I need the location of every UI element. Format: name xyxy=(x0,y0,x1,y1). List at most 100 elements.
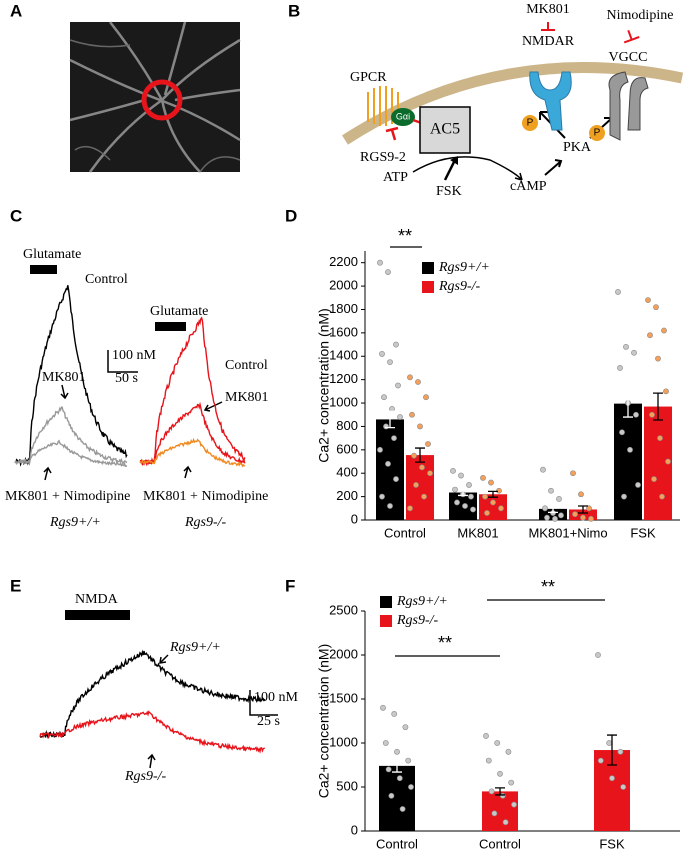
data-point xyxy=(391,435,397,442)
panel-label: B xyxy=(288,1,300,20)
label: Rgs9-/- xyxy=(124,769,167,784)
label: Rgs9+/+ xyxy=(49,515,101,530)
data-point xyxy=(617,748,624,755)
data-point xyxy=(570,470,576,477)
error-bar xyxy=(653,392,663,421)
data-point xyxy=(387,503,393,509)
label: P xyxy=(594,128,601,139)
label: 25 s xyxy=(257,714,280,729)
significance: ** xyxy=(541,577,555,597)
data-point xyxy=(385,460,391,467)
trace xyxy=(39,710,265,754)
y-tick-label: 1200 xyxy=(329,371,358,386)
data-point xyxy=(494,740,501,746)
data-point xyxy=(411,452,417,459)
data-point xyxy=(385,766,392,773)
data-point xyxy=(497,770,503,777)
data-point xyxy=(645,297,651,304)
x-tick-label: MK801+Nimo xyxy=(528,525,607,540)
x-tick-label: FSK xyxy=(630,525,656,540)
data-point xyxy=(542,505,548,512)
data-point xyxy=(627,446,633,453)
data-point xyxy=(402,724,409,731)
data-point xyxy=(606,740,613,746)
label: Control xyxy=(225,358,268,373)
data-point xyxy=(595,652,601,658)
data-point xyxy=(490,499,496,506)
data-point xyxy=(468,493,474,500)
x-tick-label: FSK xyxy=(599,836,625,851)
label: 50 s xyxy=(115,371,138,386)
label: RGS9-2 xyxy=(360,150,406,165)
data-point xyxy=(508,779,515,786)
data-point xyxy=(383,423,389,430)
label: GPCR xyxy=(350,70,387,85)
significance: ** xyxy=(438,633,452,653)
y-tick-label: 600 xyxy=(336,441,358,456)
legend-label: Rgs9+/+ xyxy=(438,260,490,275)
legend-swatch xyxy=(422,281,434,293)
y-tick-label: 800 xyxy=(336,418,358,433)
data-point xyxy=(488,788,495,795)
y-tick-label: 1400 xyxy=(329,348,358,363)
data-point xyxy=(482,493,488,500)
y-tick-label: 1000 xyxy=(329,734,358,749)
data-point xyxy=(488,479,494,486)
data-point xyxy=(655,355,661,362)
y-tick-label: 1000 xyxy=(329,394,358,409)
data-point xyxy=(617,365,623,371)
data-point xyxy=(413,482,419,488)
error-bar xyxy=(495,787,505,796)
error-bar xyxy=(385,410,395,429)
y-axis-label: Ca2+ concentration (nM) xyxy=(316,644,332,798)
data-point xyxy=(427,470,433,477)
data-point xyxy=(484,510,490,516)
data-point xyxy=(466,482,472,488)
data-point xyxy=(572,511,578,518)
data-point xyxy=(393,341,399,348)
trace xyxy=(14,439,128,468)
label: Glutamate xyxy=(23,247,81,262)
y-tick-label: 2200 xyxy=(329,254,358,269)
data-point xyxy=(425,441,431,447)
panel-label: C xyxy=(10,206,22,225)
legend-label: Rgs9-/- xyxy=(438,279,481,294)
x-tick-label: Control xyxy=(376,836,418,851)
data-point xyxy=(379,351,385,357)
data-point xyxy=(415,379,421,385)
error-bar xyxy=(607,734,617,766)
label: VGCC xyxy=(609,50,648,65)
data-point xyxy=(586,505,592,512)
data-point xyxy=(623,344,629,350)
data-point xyxy=(578,491,584,498)
data-point xyxy=(635,482,641,488)
data-point xyxy=(407,505,413,512)
panel-label: F xyxy=(285,576,295,595)
data-point xyxy=(621,493,627,500)
data-point xyxy=(454,499,460,506)
data-point xyxy=(397,414,403,420)
legend-label: Rgs9+/+ xyxy=(396,594,448,609)
data-point xyxy=(657,435,663,442)
data-point xyxy=(491,810,498,817)
label: ATP xyxy=(383,170,408,185)
y-axis-label: Ca2+ concentration (nM) xyxy=(316,308,332,462)
label: NMDA xyxy=(75,592,119,607)
data-point xyxy=(387,359,393,366)
data-point xyxy=(450,467,456,474)
legend-swatch xyxy=(380,615,392,627)
y-tick-label: 2000 xyxy=(329,278,358,293)
data-point xyxy=(588,515,594,522)
data-point xyxy=(485,757,492,764)
micrograph xyxy=(69,21,241,173)
data-point xyxy=(665,458,671,465)
label: P xyxy=(527,118,534,129)
data-point xyxy=(647,332,653,339)
error-bar xyxy=(458,488,468,497)
data-point xyxy=(480,474,486,481)
bar xyxy=(379,765,415,831)
trace xyxy=(14,285,128,467)
data-point xyxy=(544,514,550,521)
y-tick-label: 2000 xyxy=(329,646,358,661)
error-bar xyxy=(548,504,558,514)
